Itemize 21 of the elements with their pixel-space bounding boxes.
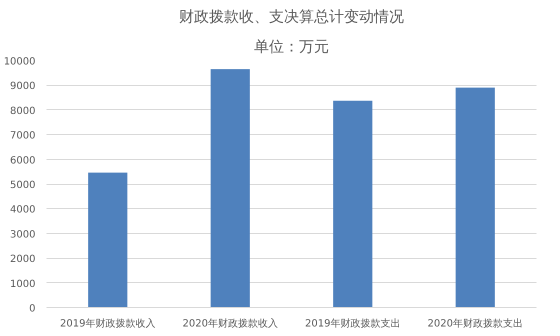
y-tick-label: 10000 [4, 56, 36, 68]
bar [333, 100, 372, 308]
x-tick-label: 2020年财政拨款支出 [428, 318, 523, 330]
y-tick-label: 2000 [10, 254, 36, 266]
y-tick-label: 1000 [10, 278, 36, 290]
x-tick-label: 2019年财政拨款收入 [60, 318, 156, 330]
x-tick-label: 2019年财政拨款支出 [305, 318, 400, 330]
bar [456, 88, 495, 308]
bar [210, 69, 250, 308]
y-tick-label: 8000 [10, 106, 36, 117]
y-tick-label: 9000 [10, 81, 36, 92]
y-tick-label: 5000 [10, 180, 36, 191]
y-tick-label: 4000 [10, 204, 36, 216]
chart-subtitle: 单位：万元 [254, 38, 329, 56]
y-tick-label: 7000 [10, 130, 36, 142]
x-tick-label: 2020年财政拨款收入 [182, 318, 278, 330]
bar [88, 172, 128, 308]
y-tick-label: 0 [29, 304, 36, 314]
chart-title: 财政拨款收、支决算总计变动情况 [179, 8, 404, 26]
y-tick-label: 3000 [10, 229, 36, 240]
y-tick-label: 6000 [10, 155, 36, 166]
